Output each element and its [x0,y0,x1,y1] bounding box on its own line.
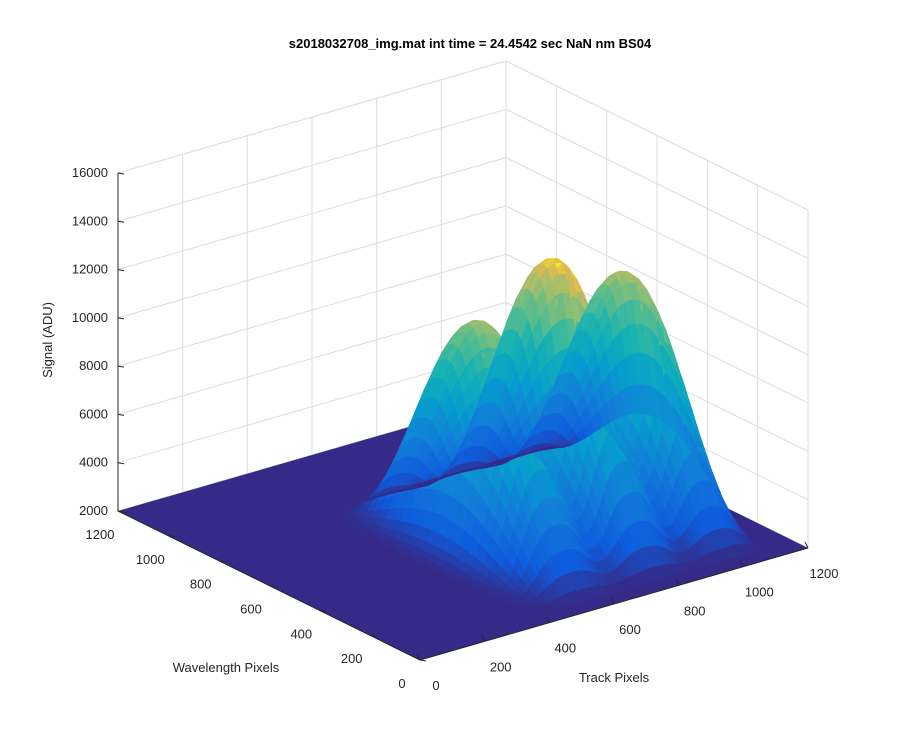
axis-lines [117,172,809,662]
z-tick-mark [117,462,125,465]
z-tick-label: 6000 [79,406,108,421]
y-tick-mark [268,585,276,587]
x-tick-label: 800 [684,603,706,618]
grid-line-z-left-wall [117,157,507,271]
axes-box [117,60,809,211]
z-tick-label: 4000 [79,455,108,470]
y-axis-label: Wavelength Pixels [173,660,280,675]
y-tick-mark [369,634,376,637]
z-tick-label: 12000 [72,262,108,277]
x-tick-mark [804,541,809,549]
y-tick-label: 1000 [136,552,165,567]
y-tick-label: 200 [341,651,363,666]
box-edge [505,60,809,211]
x-axis-label: Track Pixels [579,670,650,685]
x-tick-label: 200 [490,659,512,674]
z-tick-label: 8000 [79,358,108,373]
y-tick-label: 600 [240,602,262,617]
z-tick-mark [117,317,125,320]
y-tick-mark [419,659,427,662]
surface-cell [342,503,356,508]
z-tick-label: 16000 [72,165,108,180]
chart-title: s2018032708_img.mat int time = 24.4542 s… [289,36,652,51]
surface-cell [271,488,283,492]
x-tick-label: 1000 [745,585,774,600]
x-tick-mark [739,560,744,567]
y-tick-label: 400 [290,626,312,641]
y-tick-label: 1200 [86,527,115,542]
x-tick-label: 0 [432,678,439,693]
tick-labels: 0200400600800100012000200400600800100012… [72,165,839,693]
z-tick-mark [117,220,125,223]
y-tick-mark [168,535,175,538]
z-tick-label: 14000 [72,213,108,228]
x-tick-label: 600 [619,622,641,637]
y-tick-mark [319,609,326,612]
z-axis-label: Signal (ADU) [40,302,55,378]
z-tick-mark [117,172,125,175]
surface-cell [334,511,348,517]
box-edge [117,60,507,174]
x-tick-mark [416,653,421,661]
grid-line-z-right-wall [505,157,809,308]
y-tick-label: 0 [398,676,405,691]
grid-line-z-right-wall [505,108,809,259]
grid-line-z-right-wall [505,205,809,356]
grid-line-z-left-wall [117,253,507,367]
grid-line-z-left-wall [117,205,507,319]
x-tick-mark [610,597,615,605]
z-tick-mark [117,413,125,416]
z-tick-mark [117,269,125,272]
x-tick-mark [481,635,486,642]
x-tick-mark [545,616,550,623]
x-tick-label: 1200 [810,566,839,581]
y-tick-label: 800 [190,577,212,592]
grid-line-z-left-wall [117,108,507,222]
x-tick-mark [675,579,680,586]
z-tick-label: 2000 [79,503,108,518]
y-tick-mark [218,560,225,563]
surface-plot [118,258,808,660]
z-tick-mark [117,510,125,513]
grid-line-z-left-wall [117,301,507,415]
z-tick-mark [117,365,125,368]
z-tick-label: 10000 [72,310,108,325]
x-tick-label: 400 [554,641,576,656]
